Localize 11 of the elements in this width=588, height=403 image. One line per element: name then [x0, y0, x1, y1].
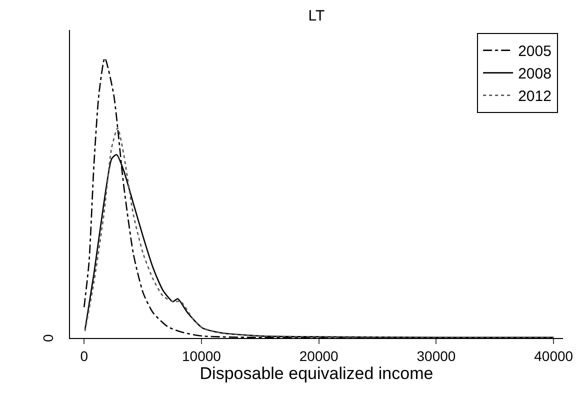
- legend-label: 2005: [518, 43, 552, 60]
- legend-label: 2012: [518, 88, 552, 106]
- chart-title: LT: [308, 8, 325, 25]
- x-tick-label: 30000: [416, 348, 456, 364]
- x-tick-label: 40000: [534, 348, 574, 364]
- x-tick-label: 20000: [299, 348, 339, 364]
- x-tick-label: 10000: [182, 348, 222, 364]
- legend-label: 2008: [518, 66, 552, 83]
- text: 0: [40, 334, 56, 342]
- x-tick-label: 0: [80, 348, 88, 364]
- x-axis-title: Disposable equivalized income: [200, 364, 434, 383]
